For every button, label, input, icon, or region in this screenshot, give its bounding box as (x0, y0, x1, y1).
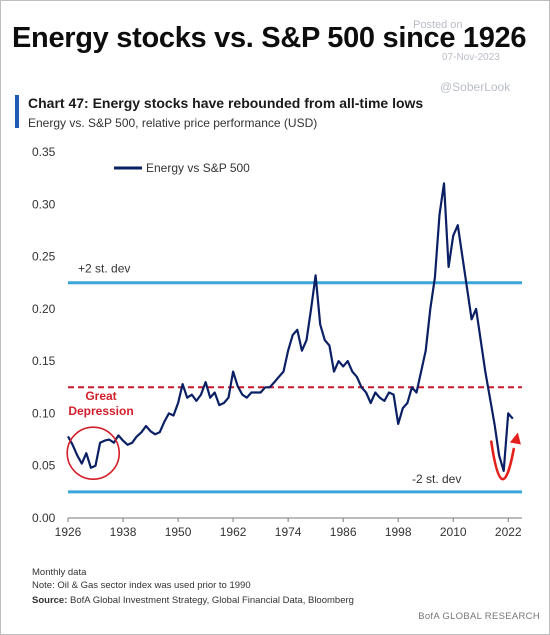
x-tick-label: 2010 (440, 525, 467, 539)
reference-line-label: +2 st. dev (78, 262, 130, 276)
note-index: Note: Oil & Gas sector index was used pr… (32, 580, 251, 591)
series-line (67, 182, 514, 472)
x-tick-label: 2022 (495, 525, 522, 539)
chart-title: Chart 47: Energy stocks have rebounded f… (28, 95, 424, 111)
y-tick-label: 0.10 (32, 406, 56, 420)
title-accent-bar (15, 95, 19, 128)
y-tick-label: 0.05 (32, 459, 56, 473)
legend-label: Energy vs S&P 500 (146, 161, 250, 175)
note-monthly: Monthly data (32, 567, 87, 578)
y-tick-label: 0.35 (32, 145, 56, 159)
y-tick-label: 0.25 (32, 250, 56, 264)
x-tick-label: 1950 (165, 525, 192, 539)
x-tick-label: 1938 (110, 525, 137, 539)
source-label: Source: (32, 595, 68, 606)
watermark-date: 07-Nov-2023 (442, 52, 500, 63)
note-source: Source: BofA Global Investment Strategy,… (32, 595, 354, 606)
x-tick-label: 1998 (385, 525, 412, 539)
recent-low-arrowhead (509, 432, 521, 445)
source-text: BofA Global Investment Strategy, Global … (67, 595, 354, 606)
x-tick-label: 1986 (330, 525, 357, 539)
y-tick-label: 0.15 (32, 354, 56, 368)
great-depression-label: Great (85, 389, 116, 403)
watermark-handle: @SoberLook (440, 80, 511, 94)
great-depression-label: Depression (68, 404, 133, 418)
y-tick-label: 0.30 (32, 197, 56, 211)
y-tick-label: 0.00 (32, 511, 56, 525)
chart-legend: Energy vs S&P 500 (114, 161, 250, 175)
series-lines (67, 182, 514, 472)
x-tick-label: 1974 (275, 525, 302, 539)
y-tick-label: 0.20 (32, 302, 56, 316)
chart-subtitle: Energy vs. S&P 500, relative price perfo… (28, 116, 318, 130)
x-tick-label: 1962 (220, 525, 247, 539)
reference-lines: +2 st. dev -2 st. dev (68, 262, 522, 494)
reference-line-label: -2 st. dev (412, 472, 461, 486)
watermark-posted: Posted on (413, 19, 463, 31)
x-tick-label: 1926 (55, 525, 82, 539)
headline: Energy stocks vs. S&P 500 since 1926 (12, 22, 527, 54)
chart-axes: 1926 1938 1950 1962 1974 1986 1998 2010 2022 0.00… (32, 145, 522, 539)
brand-footer: BofA GLOBAL RESEARCH (418, 611, 540, 622)
great-depression-circle (66, 426, 121, 480)
recent-low-arc (489, 440, 516, 481)
